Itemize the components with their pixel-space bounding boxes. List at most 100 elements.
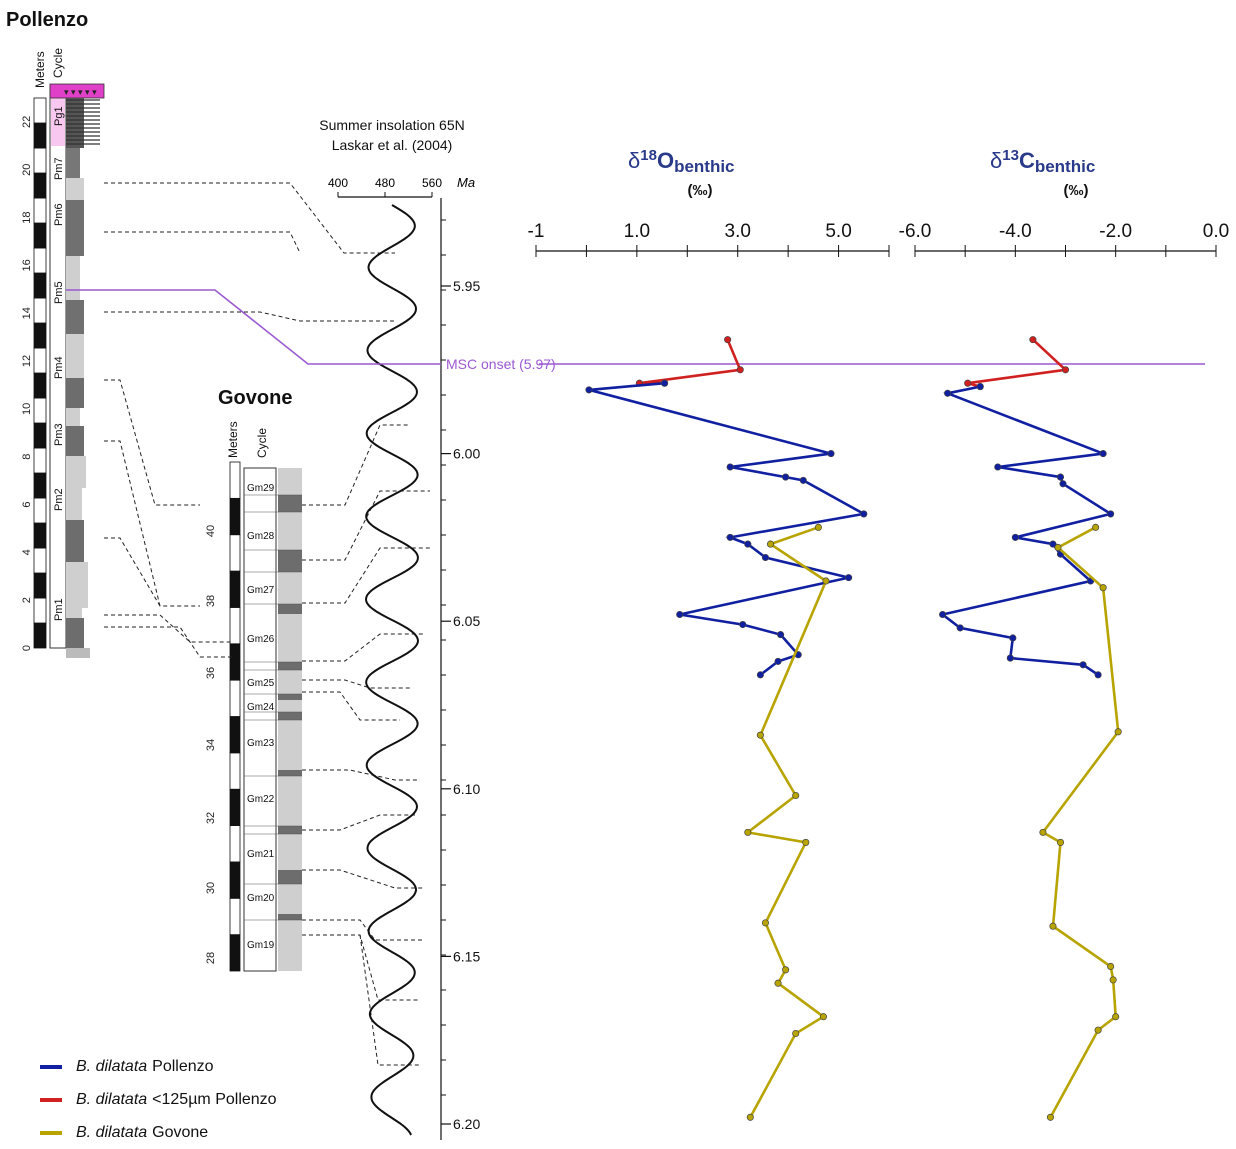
govone-scale-block: [229, 461, 241, 499]
age-tick-label: 5.95: [453, 278, 480, 294]
govone-meter-tick: 40: [205, 525, 217, 537]
data-point: [1059, 480, 1067, 488]
govone-bed: [278, 720, 302, 770]
correlation-tie-line: [302, 919, 425, 941]
pollenzo-bed: [66, 608, 82, 618]
data-point: [1056, 838, 1065, 846]
govone-scale-block: [229, 679, 241, 717]
data-point: [792, 1029, 800, 1038]
pollenzo-meter-tick: 22: [21, 116, 33, 128]
d13c-title-superscript: 13: [1002, 147, 1019, 164]
data-point: [661, 379, 669, 387]
pollenzo-cycle-label: Pm5: [53, 281, 65, 304]
data-point: [756, 731, 764, 739]
pollenzo-scale-block: [33, 322, 47, 349]
govone-bed: [278, 614, 302, 662]
d18o-title-superscript: 18: [640, 147, 657, 164]
correlation-tie-line: [302, 547, 430, 604]
data-point: [736, 366, 744, 374]
correlation-tie-line: [302, 869, 425, 889]
govone-bed: [278, 700, 302, 712]
govone-cycle-label: Gm20: [247, 893, 275, 904]
govone-cycle-labels: Gm19 Gm20 Gm21 Gm22 Gm23 Gm24 Gm25 Gm26 …: [247, 483, 275, 951]
pollenzo-meter-tick: 0: [21, 645, 33, 651]
data-point: [994, 463, 1002, 471]
d13c-title-element: C: [1019, 148, 1035, 173]
govone-scale-block: [229, 861, 241, 899]
age-tick-label: 6.20: [453, 1116, 480, 1132]
correlation-tie-line: [104, 626, 232, 658]
data-point: [1094, 671, 1102, 679]
correlation-tie-line: [104, 379, 200, 506]
d18o-title: δ18Obenthic: [628, 147, 735, 176]
d18o-plot-area: [585, 336, 868, 1121]
govone-bed: [278, 512, 302, 550]
govone-scale-block: [229, 788, 241, 826]
pollenzo-scale-block: [33, 147, 47, 174]
pollenzo-cycle-label: Cycle: [51, 48, 65, 78]
correlation-tie-line: [302, 679, 410, 689]
pollenzo-scale-block: [33, 597, 47, 624]
govone-bed: [278, 884, 302, 914]
data-point: [782, 966, 790, 974]
d13c-tick-label: -2.0: [1099, 221, 1132, 242]
pollenzo-scale-block: [33, 197, 47, 224]
pollenzo-scale-block: [33, 422, 47, 449]
pollenzo-scale-block: [33, 572, 47, 599]
d13c-title-subscript: benthic: [1035, 157, 1095, 176]
data-point: [1061, 366, 1070, 374]
govone-meter-ticks: 28 30 32 34 36 38 40: [205, 525, 217, 964]
govone-section: Govone Meters Cycle 28 30 32 34 36 38 40…: [205, 387, 302, 972]
data-point: [939, 610, 947, 619]
pollenzo-meter-scale: [33, 97, 47, 649]
govone-meter-tick: 34: [205, 739, 217, 751]
insolation-curve: [364, 204, 420, 1136]
age-axis-ticks: 5.95 6.00 6.05 6.10 6.15 6.20: [441, 219, 480, 1132]
insolation-title-line2: Laskar et al. (2004): [332, 137, 453, 153]
d18o-title-symbol: δ: [628, 148, 640, 173]
age-tick-label: 6.05: [453, 613, 480, 629]
d18o-title-subscript: benthic: [674, 157, 734, 176]
pollenzo-scale-block: [33, 497, 47, 524]
pollenzo-scale-block: [33, 172, 47, 199]
govone-meter-tick: 38: [205, 595, 217, 607]
data-point: [1009, 634, 1017, 642]
pollenzo-scale-block: [33, 372, 47, 399]
pollenzo-bed: [66, 256, 80, 300]
data-point: [1056, 473, 1065, 481]
pollenzo-bed: [66, 334, 84, 378]
govone-cycle-label: Gm28: [247, 531, 275, 542]
d13c-tick-label: 0.0: [1203, 221, 1229, 242]
d18o-unit: (‰): [688, 182, 713, 199]
correlation-tie-line: [302, 814, 415, 831]
pollenzo-bed: [66, 178, 84, 200]
data-point: [726, 533, 734, 541]
pollenzo-scale-block: [33, 472, 47, 499]
legend-species: B. dilatata: [76, 1123, 148, 1141]
govone-bed: [278, 920, 302, 971]
pollenzo-scale-block: [33, 247, 47, 274]
d13c-tick-label: -6.0: [899, 221, 932, 242]
legend-item-govone: B. dilatata Govone: [40, 1116, 277, 1149]
pollenzo-pg1-band: [51, 98, 65, 146]
govone-cycle-label: Gm23: [247, 738, 275, 749]
d13c-x-axis: -6.0 -4.0 -2.0 0.0: [899, 221, 1229, 257]
series-line: [639, 339, 743, 385]
govone-scale-block: [229, 897, 241, 936]
pollenzo-meter-tick: 16: [21, 259, 33, 271]
correlation-tie-line: [104, 440, 200, 607]
pollenzo-bed: [66, 200, 84, 256]
data-point: [964, 379, 972, 387]
govone-meter-tick: 30: [205, 882, 217, 894]
series-line: [939, 385, 1114, 676]
insolation-tick-label: 480: [375, 176, 395, 190]
d18o-title-element: O: [657, 148, 674, 173]
pollenzo-bed: [66, 300, 84, 334]
data-point: [819, 1013, 827, 1021]
data-point: [744, 828, 752, 836]
pollenzo-bed: [66, 408, 80, 426]
govone-meter-tick: 32: [205, 812, 217, 824]
age-axis-unit: Ma: [457, 175, 475, 190]
govone-bed: [278, 468, 302, 495]
pollenzo-meter-tick: 18: [21, 211, 33, 223]
